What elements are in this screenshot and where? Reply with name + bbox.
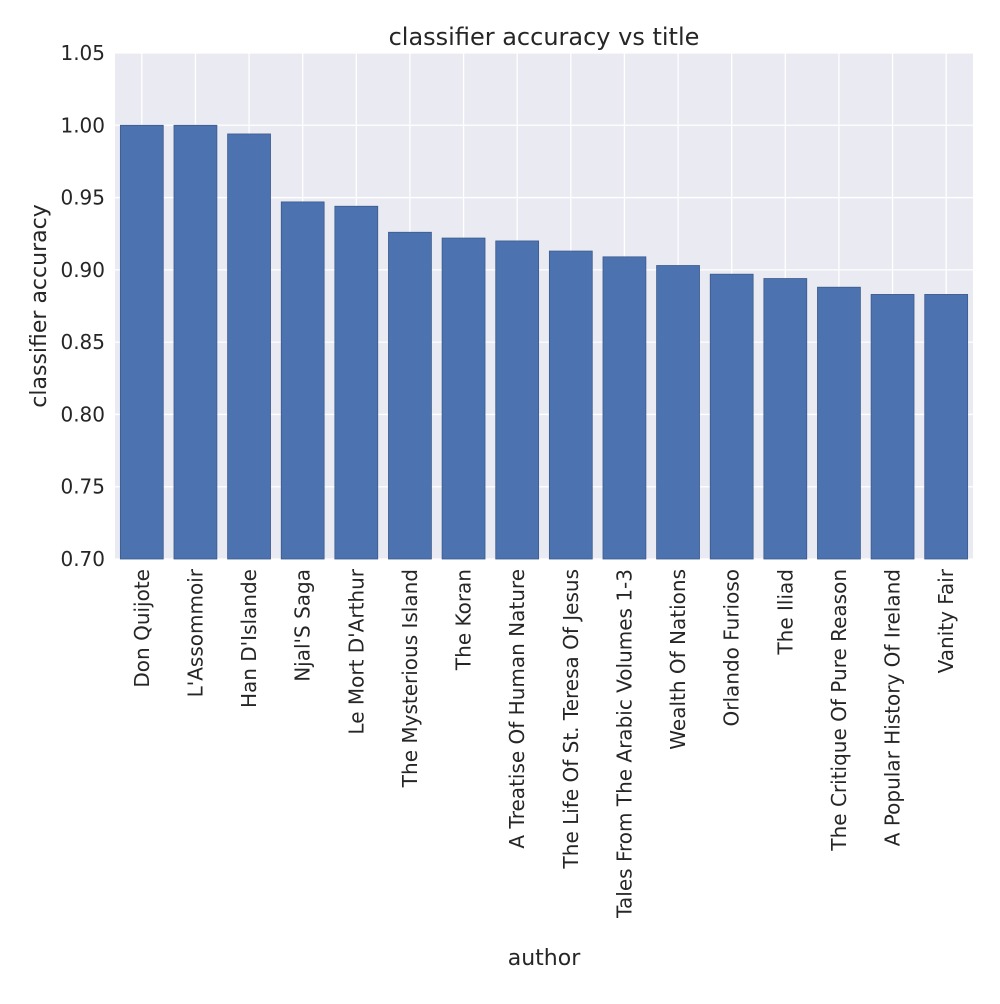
x-tick-label: The Life Of St. Teresa Of Jesus [559,569,583,869]
y-tick-label: 0.90 [60,258,105,282]
x-tick-labels: Don Quijote L'Assommoir Han D'Islande Njal'… [130,568,958,919]
x-tick-label: Han D'Islande [237,569,261,708]
x-tick-label: Don Quijote [130,569,154,688]
bars [119,124,969,560]
y-tick-label: 1.00 [60,113,105,137]
x-tick-label: Tales From The Arabic Volumes 1-3 [612,569,636,919]
bar [227,133,271,560]
x-tick-label: The Iliad [773,569,797,656]
bar [441,237,486,560]
x-tick-label: L'Assommoir [183,568,207,697]
bar [817,286,861,560]
x-tick-label: Wealth Of Nations [666,569,690,750]
x-tick-label: Vanity Fair [934,568,958,673]
y-tick-label: 0.80 [60,402,105,426]
bar [548,250,593,560]
bar [602,256,647,560]
bar [280,201,325,560]
y-axis-label: classifier accuracy [27,204,52,407]
chart-title: classifier accuracy vs title [389,23,700,51]
y-tick-label: 0.95 [60,186,105,210]
y-tick-label: 0.85 [60,330,105,354]
bar [656,265,700,560]
bar [870,294,915,560]
y-tick-label: 1.05 [60,41,105,65]
bar [173,124,218,560]
bar [763,278,808,560]
y-tick-label: 0.75 [60,475,105,499]
x-tick-label: A Popular History Of Ireland [881,569,905,846]
x-tick-label: Le Mort D'Arthur [344,568,368,734]
bar [709,273,754,560]
bar [495,240,540,560]
x-tick-label: Orlando Furioso [720,569,744,727]
bar [388,231,432,560]
bar [119,124,164,560]
x-tick-label: A Treatise Of Human Nature [505,569,529,849]
bar [334,205,379,560]
y-tick-labels: 0.70 0.75 0.80 0.85 0.90 0.95 1.00 1.05 [60,41,105,571]
x-tick-label: The Critique Of Pure Reason [827,569,851,852]
x-tick-label: Njal'S Saga [291,569,315,682]
x-tick-label: The Mysterious Island [398,569,422,788]
bar [924,294,969,560]
x-tick-label: The Koran [452,569,476,671]
x-axis-label: author [508,946,581,971]
y-tick-label: 0.70 [60,547,105,571]
